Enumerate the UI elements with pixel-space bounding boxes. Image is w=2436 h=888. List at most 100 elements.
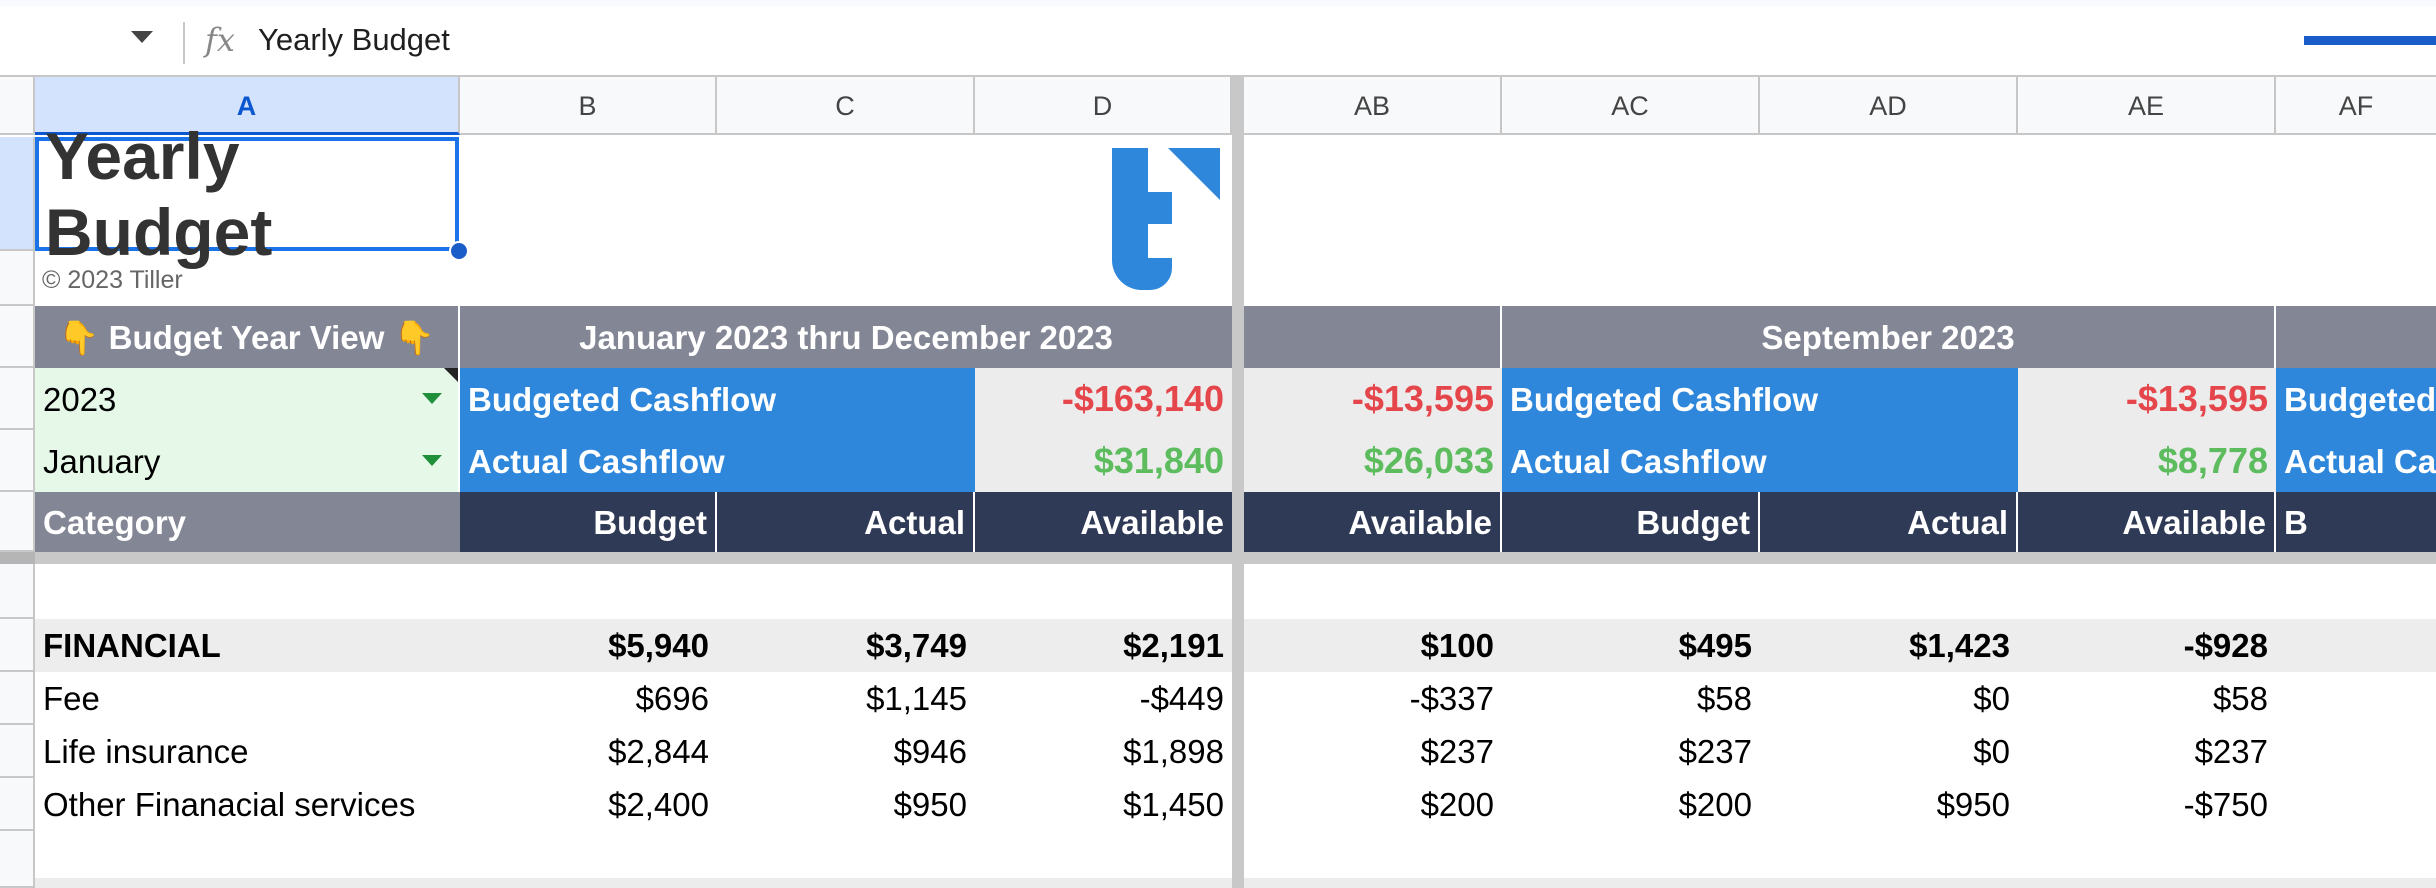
table-cell-actual[interactable]: $946 [893,733,967,770]
frozen-row-divider[interactable] [0,552,2436,564]
budget-header-b: Budget [460,492,717,552]
column-header-c[interactable]: C [717,77,975,135]
table-cell-available[interactable]: $1,898 [1123,733,1224,770]
range-header: January 2023 thru December 2023 [460,306,1232,368]
available-header-ae: Available [2018,492,2276,552]
actual-header-ad: Actual [1760,492,2018,552]
row-header-7[interactable] [0,564,35,619]
af-actual-cashflow-label: Actual Cas [2276,430,2436,492]
budget-header-ac: Budget [1502,492,1760,552]
table-cell-ab[interactable]: $237 [1420,733,1494,770]
table-row-name[interactable]: Other Finanacial services [43,786,416,823]
table-cell-ab[interactable]: $200 [1420,786,1494,823]
table-row-name[interactable]: Fee [43,680,100,717]
table-row-name[interactable]: Life insurance [43,733,249,770]
table-cell-ac[interactable]: $237 [1678,733,1752,770]
column-header-ad[interactable]: AD [1760,77,2018,135]
select-all-corner[interactable] [0,77,35,135]
table-cell-ae[interactable]: $237 [2194,733,2268,770]
table-row-group-name[interactable]: FINANCIAL [43,627,221,664]
formula-input[interactable]: Yearly Budget [258,22,450,57]
table-cell-ae[interactable]: -$750 [2183,786,2268,823]
table-cell-ae[interactable]: -$928 [2183,627,2268,664]
month-dropdown-icon[interactable] [422,455,442,466]
group-band-left [35,619,1232,672]
row-header-12[interactable] [0,831,35,888]
budgeted-cashflow-total: -$163,140 [975,368,1232,430]
column-header-d[interactable]: D [975,77,1232,135]
column-header-af[interactable]: AF [2276,77,2436,135]
actual-cashflow-total: $31,840 [975,430,1232,492]
table-cell-ac[interactable]: $495 [1678,627,1752,664]
row-header-3[interactable] [0,306,35,368]
ab-actual-cashflow: $26,033 [1244,430,1502,492]
table-cell-actual[interactable]: $950 [893,786,967,823]
table-cell-ac[interactable]: $200 [1678,786,1752,823]
af-header-label: B [2276,492,2436,552]
name-box-dropdown-icon[interactable] [131,31,153,43]
next-group-band-right [1244,878,2436,888]
row-header-11[interactable] [0,778,35,831]
frozen-column-divider[interactable] [1232,77,1244,888]
table-cell-ac[interactable]: $58 [1696,680,1752,717]
column-header-ae[interactable]: AE [2018,77,2276,135]
sep-actual-cashflow-label: Actual Cashflow [1502,430,2018,492]
actual-cashflow-label: Actual Cashflow [460,430,975,492]
af-budgeted-cashflow-label: Budgeted [2276,368,2436,430]
column-header-a[interactable]: A [35,77,460,135]
table-cell-available[interactable]: -$449 [1139,680,1224,717]
tiller-logo-foot [1140,258,1172,290]
table-cell-ae[interactable]: $58 [2212,680,2268,717]
fill-handle[interactable] [449,241,469,261]
sheet-title-cell[interactable]: Yearly Budget [35,119,459,269]
ab-budgeted-cashflow: -$13,595 [1244,368,1502,430]
formula-bar-divider [183,22,185,64]
row-header-2[interactable] [0,251,35,306]
column-header-b[interactable]: B [460,77,717,135]
next-group-band-left [35,878,1232,888]
tiller-logo-triangle [1168,148,1220,200]
table-cell-budget[interactable]: $696 [635,680,709,717]
frozen-row-divider-handle[interactable] [0,552,35,564]
actual-header-c: Actual [717,492,975,552]
available-header-d: Available [975,492,1232,552]
toolbar-accent-bar [2304,36,2436,45]
table-cell-budget[interactable]: $2,400 [608,786,709,823]
table-cell-actual[interactable]: $3,749 [866,627,967,664]
column-header-ab[interactable]: AB [1244,77,1502,135]
table-cell-available[interactable]: $1,450 [1123,786,1224,823]
row-header-4[interactable] [0,368,35,430]
table-cell-ad[interactable]: $0 [1973,680,2010,717]
fx-icon: fx [205,21,235,59]
table-cell-actual[interactable]: $1,145 [866,680,967,717]
table-cell-ab[interactable]: $100 [1420,627,1494,664]
row-header-5[interactable] [0,430,35,492]
row-header-8[interactable] [0,619,35,672]
table-cell-available[interactable]: $2,191 [1123,627,1224,664]
table-cell-budget[interactable]: $2,844 [608,733,709,770]
row-header-6[interactable] [0,492,35,552]
available-header-ab: Available [1244,492,1502,552]
year-select[interactable]: 2023 [35,368,460,430]
ab-header-blank [1244,306,1502,368]
budget-year-view-header: 👇 Budget Year View 👇 [35,306,460,368]
year-note-indicator-icon [444,368,458,382]
year-dropdown-icon[interactable] [422,393,442,404]
tiller-logo-crossbar [1112,192,1172,224]
column-header-ac[interactable]: AC [1502,77,1760,135]
table-cell-ab[interactable]: -$337 [1409,680,1494,717]
budgeted-cashflow-label: Budgeted Cashflow [460,368,975,430]
group-band-right [1244,619,2436,672]
sep-budgeted-cashflow-label: Budgeted Cashflow [1502,368,2018,430]
af-header-blank [2276,306,2436,368]
row-header-9[interactable] [0,672,35,725]
row-header-10[interactable] [0,725,35,778]
row-header-1[interactable] [0,137,35,251]
table-cell-ad[interactable]: $1,423 [1909,627,2010,664]
ae-actual-cashflow: $8,778 [2018,430,2276,492]
month-select[interactable]: January [35,430,460,492]
table-cell-budget[interactable]: $5,940 [608,627,709,664]
category-header: Category [35,492,460,552]
table-cell-ad[interactable]: $0 [1973,733,2010,770]
table-cell-ad[interactable]: $950 [1936,786,2010,823]
